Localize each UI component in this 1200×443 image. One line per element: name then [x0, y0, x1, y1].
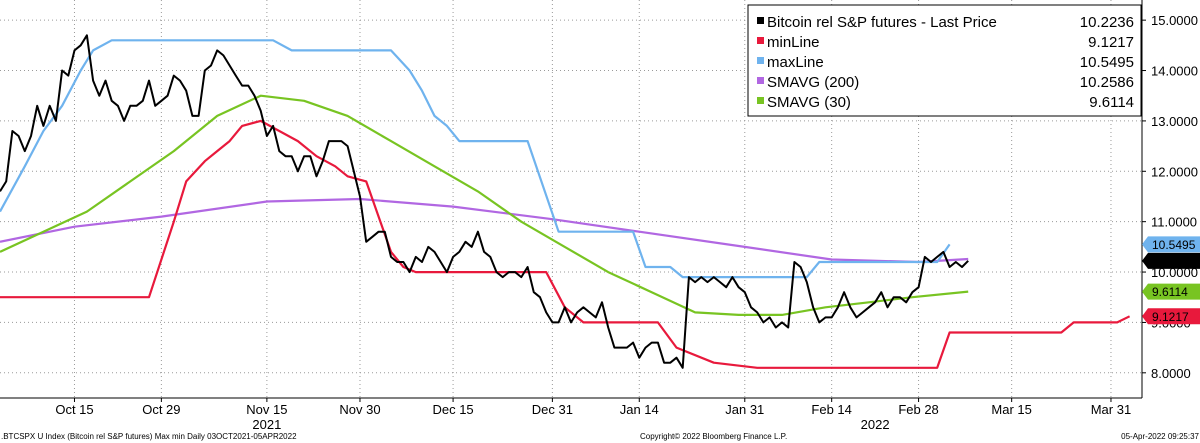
y-tick-label: 14.0000 — [1151, 64, 1198, 79]
bitcoin-tag: 10.2236 — [1152, 254, 1196, 268]
footer-right: 05-Apr-2022 09:25:37 — [1121, 432, 1199, 441]
x-year-label: 2021 — [252, 417, 281, 432]
legend-label: maxLine — [767, 54, 824, 71]
smavg30-tag-bg — [1142, 283, 1200, 300]
series-layer — [0, 34, 1131, 369]
x-tick-label: Dec 31 — [532, 402, 573, 417]
y-tick-label: 8.0000 — [1151, 366, 1191, 381]
legend-swatch — [757, 57, 764, 64]
legend-value: 9.6114 — [1089, 94, 1134, 111]
smavg30-line — [0, 94, 969, 316]
legend-label: SMAVG (30) — [767, 94, 851, 111]
footer-left: .BTCSPX U Index (Bitcoin rel S&P futures… — [1, 432, 297, 441]
legend-label: minLine — [767, 34, 820, 51]
bitcoin-tag-bg — [1142, 252, 1200, 269]
footer-center: Copyright© 2022 Bloomberg Finance L.P. — [640, 432, 787, 441]
value-tags: 10.2236 9.1217 10.5495 9.6114 — [1142, 236, 1200, 325]
legend-swatch — [757, 97, 764, 104]
legend-swatch — [757, 77, 764, 84]
x-tick-label: Feb 28 — [898, 402, 938, 417]
legend-value: 10.5495 — [1080, 54, 1134, 71]
x-tick-label: Jan 31 — [725, 402, 764, 417]
y-tick-label: 13.0000 — [1151, 114, 1198, 129]
legend-value: 10.2586 — [1080, 74, 1134, 91]
x-tick-label: Feb 14 — [811, 402, 851, 417]
x-tick-label: Nov 15 — [246, 402, 287, 417]
x-axis: Oct 15 Oct 29 Nov 15 Nov 30 Dec 15 Dec 31 Jan … — [55, 398, 1131, 432]
legend-label: Bitcoin rel S&P futures - Last Price — [767, 14, 997, 31]
minline-tag-bg — [1142, 308, 1200, 325]
legend-label: SMAVG (200) — [767, 74, 859, 91]
legend: Bitcoin rel S&P futures - Last Price 10.2… — [747, 4, 1142, 117]
x-tick-label: Mar 31 — [1091, 402, 1131, 417]
x-tick-label: Oct 15 — [55, 402, 93, 417]
minline-tag: 9.1217 — [1152, 310, 1189, 324]
x-tick-label: Jan 14 — [620, 402, 659, 417]
legend-value: 9.1217 — [1088, 34, 1134, 51]
x-tick-label: Mar 15 — [991, 402, 1031, 417]
y-tick-label: 11.0000 — [1151, 215, 1197, 230]
y-tick-label: 15.0000 — [1151, 13, 1198, 28]
maxline-line — [0, 39, 951, 279]
x-year-label: 2022 — [861, 417, 890, 432]
y-tick-label: 12.0000 — [1151, 164, 1198, 179]
legend-value: 10.2236 — [1080, 14, 1134, 31]
maxline-tag: 10.5495 — [1152, 238, 1196, 252]
footer: .BTCSPX U Index (Bitcoin rel S&P futures… — [1, 432, 1200, 441]
x-tick-label: Nov 30 — [339, 402, 380, 417]
minline-line — [0, 119, 1131, 369]
smavg200-line — [0, 197, 969, 264]
maxline-tag-bg — [1142, 236, 1200, 253]
x-tick-label: Oct 29 — [142, 402, 180, 417]
x-tick-label: Dec 15 — [432, 402, 473, 417]
legend-box — [747, 4, 1142, 117]
y-axis: 8.00009.000010.000011.000012.000013.0000… — [1142, 13, 1198, 381]
legend-swatch — [757, 37, 764, 44]
bitcoin-line — [0, 34, 969, 369]
legend-swatch — [757, 17, 764, 24]
smavg30-tag: 9.6114 — [1152, 285, 1188, 299]
